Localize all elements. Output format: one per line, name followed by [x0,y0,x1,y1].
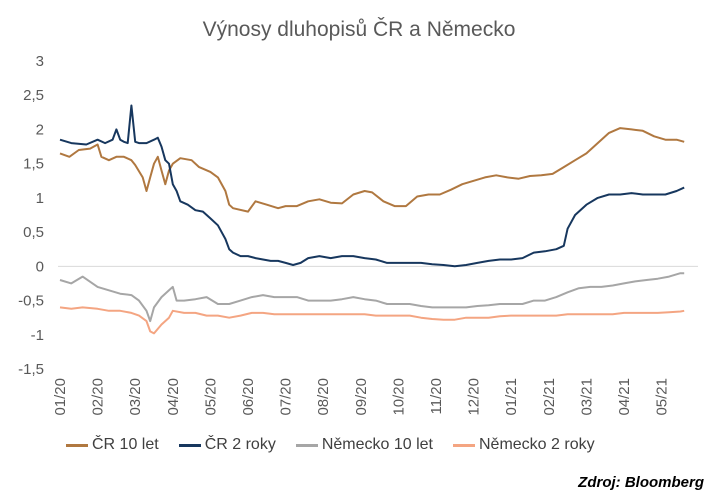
x-tick-label: 05/21 [654,378,671,416]
x-tick-label: 02/20 [90,378,107,416]
x-axis: 01/20 02/20 03/20 04/20 05/20 06/20 07/20 08/20… [52,378,671,416]
series-line-2 [59,272,685,323]
x-tick-label: 06/20 [240,378,257,416]
series-line-1 [59,104,685,268]
y-tick-label: 2,5 [23,87,44,104]
y-tick-label: 0 [36,258,44,275]
y-tick-label: 2 [36,121,44,138]
y-axis: 3 2,5 2 1,5 1 0,5 0 -0,5 -1 -1,5 [18,53,698,378]
y-tick-label: -1,5 [18,361,44,378]
legend-item-de-10: Německo 10 let [295,436,433,454]
x-tick-label: 02/21 [541,378,558,416]
legend-label-cr-2: ČR 2 roky [204,436,276,453]
series-lines [59,104,685,335]
y-tick-label: -1 [31,327,44,344]
x-tick-label: 07/20 [278,378,295,416]
x-tick-label: 11/20 [428,378,445,414]
legend-swatch-cr-2 [178,443,201,447]
x-tick-label: 01/21 [503,378,520,416]
legend-item-de-2: Německo 2 roky [453,436,595,454]
series-line-0 [59,127,685,213]
chart-legend: ČR 10 let ČR 2 roky Německo 10 let Němec… [66,436,595,454]
y-tick-label: 0,5 [23,224,44,241]
legend-swatch-cr-10 [66,443,88,447]
legend-swatch-de-10 [295,443,318,447]
source-note: Zdroj: Bloomberg [578,474,704,491]
x-tick-label: 10/20 [390,378,407,416]
x-tick-label: 05/20 [202,378,219,416]
y-tick-label: 1 [36,190,44,207]
series-line-3 [59,306,685,335]
x-tick-label: 08/20 [315,378,332,416]
x-tick-label: 03/20 [127,378,144,416]
x-tick-label: 09/20 [353,378,370,416]
legend-item-cr-2: ČR 2 roky [178,436,276,454]
legend-swatch-de-2 [453,443,475,447]
legend-item-cr-10: ČR 10 let [66,436,159,454]
legend-label-cr-10: ČR 10 let [92,436,159,453]
legend-label-de-2: Německo 2 roky [479,436,595,453]
y-tick-label: 1,5 [23,156,44,173]
chart-title: Výnosy dluhopisů ČR a Německo [202,18,516,41]
legend-label-de-10: Německo 10 let [321,436,433,453]
x-tick-label: 03/21 [578,378,595,416]
x-tick-label: 04/21 [616,378,633,416]
x-tick-label: 04/20 [165,378,182,416]
x-tick-label: 12/20 [466,378,483,416]
y-tick-label: -0,5 [18,293,44,310]
x-tick-label: 01/20 [52,378,69,416]
y-tick-label: 3 [36,53,44,70]
